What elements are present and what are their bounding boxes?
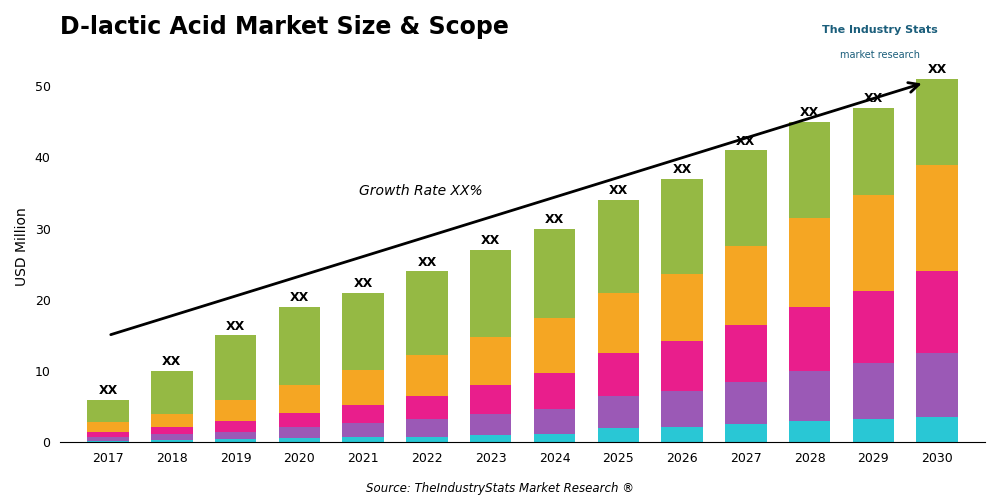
Bar (853, 420, 894, 442)
Bar (215, 438, 256, 442)
Bar (853, 195, 894, 292)
Text: XX: XX (736, 134, 755, 147)
Bar (342, 406, 384, 423)
Text: XX: XX (162, 355, 182, 368)
Bar (534, 228, 575, 318)
Bar (853, 292, 894, 362)
Text: Source: TheIndustryStats Market Research ®: Source: TheIndustryStats Market Research… (366, 482, 634, 495)
Bar (342, 293, 384, 370)
Bar (342, 438, 384, 442)
Text: The Industry Stats: The Industry Stats (822, 25, 938, 35)
Bar (916, 164, 958, 272)
Bar (151, 428, 193, 434)
Bar (470, 435, 511, 442)
Text: XX: XX (290, 291, 309, 304)
Bar (470, 414, 511, 435)
Bar (406, 272, 448, 354)
Bar (598, 396, 639, 428)
Bar (598, 293, 639, 354)
Bar (725, 325, 767, 382)
Text: market research: market research (840, 50, 920, 60)
Text: XX: XX (864, 92, 883, 105)
Text: XX: XX (609, 184, 628, 198)
Bar (789, 218, 830, 307)
Bar (470, 337, 511, 386)
Bar (151, 440, 193, 442)
Bar (789, 371, 830, 421)
Bar (661, 391, 703, 426)
Bar (279, 428, 320, 438)
Bar (725, 424, 767, 442)
Bar (789, 421, 830, 442)
Bar (661, 341, 703, 391)
Text: XX: XX (417, 256, 437, 268)
Bar (534, 318, 575, 373)
Bar (87, 422, 129, 432)
Bar (661, 274, 703, 341)
Bar (725, 382, 767, 424)
Bar (916, 418, 958, 442)
Text: XX: XX (672, 163, 692, 176)
Text: XX: XX (928, 64, 947, 76)
Bar (87, 400, 129, 422)
Bar (598, 428, 639, 442)
Bar (725, 246, 767, 325)
Bar (470, 386, 511, 414)
Bar (279, 413, 320, 428)
Bar (789, 122, 830, 218)
Bar (342, 423, 384, 438)
Bar (534, 409, 575, 434)
Bar (534, 434, 575, 442)
Text: XX: XX (481, 234, 500, 247)
Text: XX: XX (545, 213, 564, 226)
Bar (534, 373, 575, 409)
Bar (661, 426, 703, 442)
Bar (789, 307, 830, 371)
Bar (215, 400, 256, 421)
Bar (598, 354, 639, 396)
Bar (151, 414, 193, 428)
Bar (87, 432, 129, 438)
Bar (725, 150, 767, 246)
Bar (916, 272, 958, 353)
Bar (87, 441, 129, 442)
Bar (215, 432, 256, 438)
Bar (470, 250, 511, 337)
Bar (151, 434, 193, 440)
Y-axis label: USD Million: USD Million (15, 207, 29, 286)
Bar (215, 421, 256, 432)
Bar (598, 200, 639, 293)
Bar (406, 436, 448, 442)
Bar (151, 371, 193, 414)
Bar (279, 307, 320, 384)
Bar (661, 179, 703, 274)
Bar (342, 370, 384, 406)
Bar (279, 438, 320, 442)
Text: XX: XX (226, 320, 245, 332)
Bar (406, 396, 448, 419)
Bar (406, 354, 448, 396)
Bar (853, 108, 894, 195)
Text: XX: XX (800, 106, 819, 119)
Bar (279, 384, 320, 413)
Text: Growth Rate XX%: Growth Rate XX% (359, 184, 482, 198)
Bar (406, 419, 448, 436)
Text: D-lactic Acid Market Size & Scope: D-lactic Acid Market Size & Scope (60, 15, 509, 39)
Text: XX: XX (98, 384, 118, 396)
Bar (916, 79, 958, 164)
Bar (853, 362, 894, 420)
Bar (87, 438, 129, 441)
Bar (215, 336, 256, 400)
Text: XX: XX (354, 277, 373, 290)
Bar (916, 354, 958, 418)
